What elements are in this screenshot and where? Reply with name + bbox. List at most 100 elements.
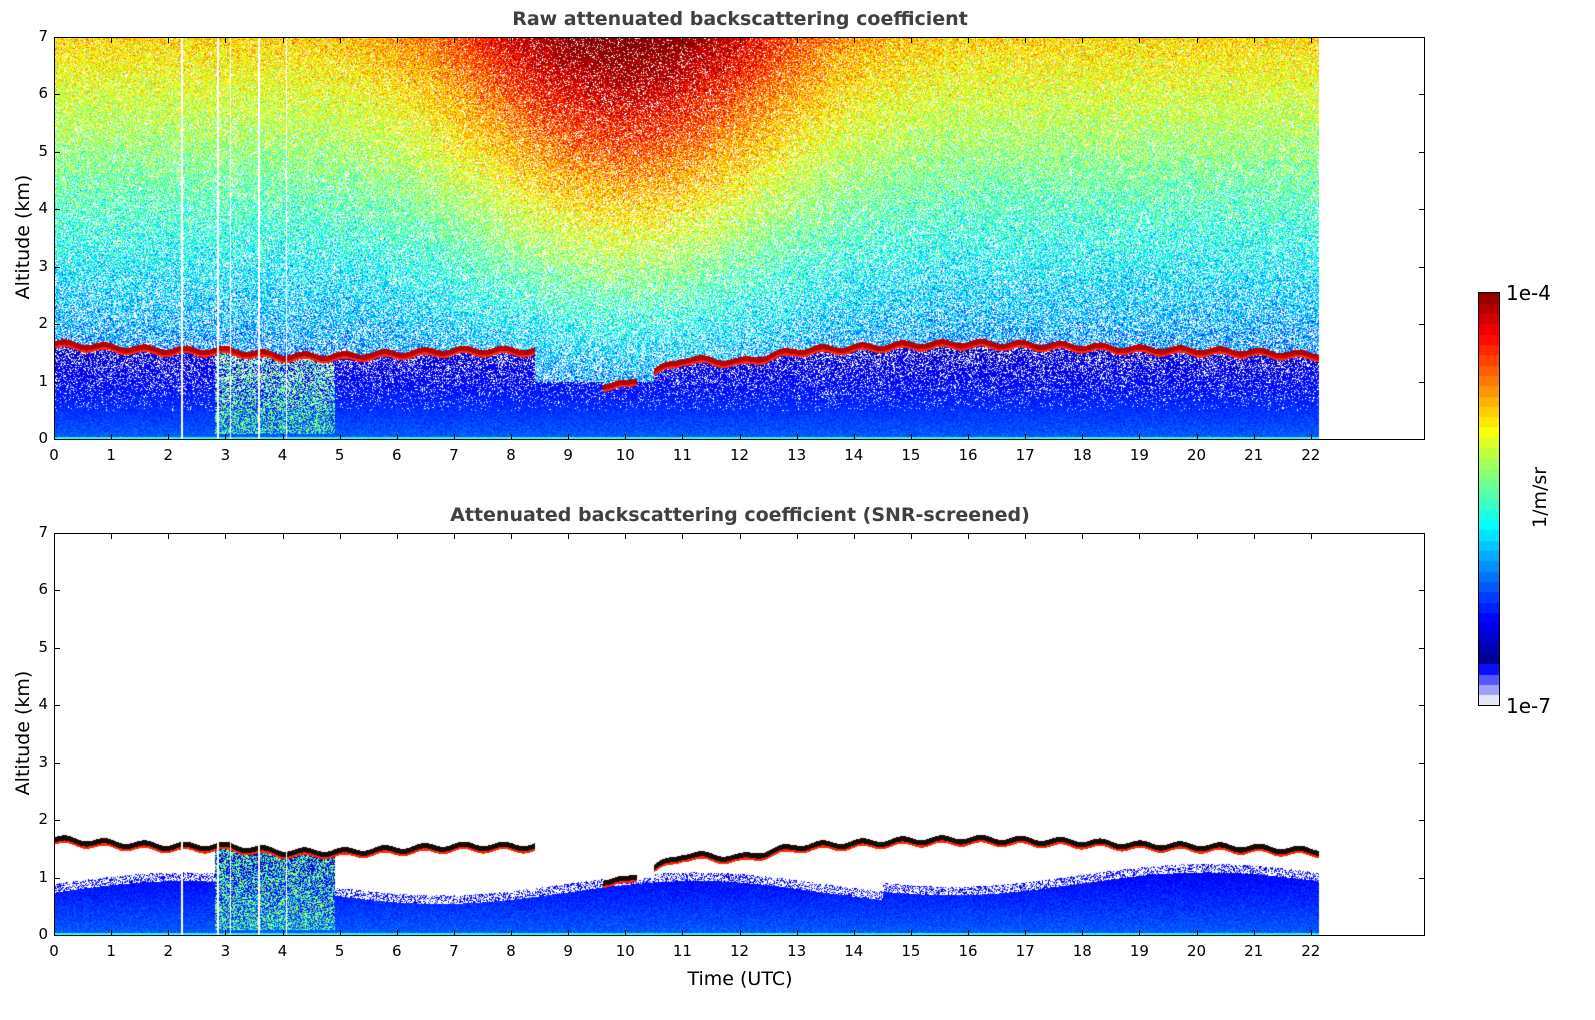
x-tick bbox=[910, 930, 912, 936]
x-tick-label: 15 bbox=[901, 446, 921, 464]
raw-backscatter-heatmap bbox=[55, 38, 1424, 439]
x-tick bbox=[54, 434, 55, 440]
x-tick bbox=[796, 37, 798, 43]
y-tick bbox=[1419, 324, 1425, 326]
snr-screened-heatmap bbox=[55, 534, 1424, 935]
colorbar-label: 1/m/sr bbox=[1529, 466, 1551, 528]
x-tick bbox=[339, 37, 341, 43]
x-tick bbox=[339, 434, 341, 440]
x-tick bbox=[339, 533, 341, 539]
x-tick bbox=[168, 434, 170, 440]
x-tick bbox=[282, 434, 284, 440]
x-tick bbox=[853, 434, 855, 440]
x-tick bbox=[853, 533, 855, 539]
x-tick bbox=[1196, 930, 1198, 936]
y-tick-label: 2 bbox=[38, 810, 48, 829]
x-tick-label: 11 bbox=[672, 942, 692, 960]
x-tick-label: 20 bbox=[1186, 942, 1207, 960]
x-tick-label: 16 bbox=[958, 446, 978, 464]
x-tick bbox=[625, 434, 627, 440]
x-tick bbox=[796, 533, 798, 539]
x-tick bbox=[1196, 533, 1198, 539]
x-tick-label: 20 bbox=[1186, 446, 1207, 464]
x-tick-label: 21 bbox=[1244, 942, 1264, 960]
x-tick bbox=[910, 434, 912, 440]
x-tick bbox=[968, 930, 969, 936]
x-tick bbox=[1025, 434, 1027, 440]
x-tick bbox=[910, 37, 912, 43]
x-tick bbox=[796, 930, 798, 936]
x-tick-label: 0 bbox=[49, 942, 59, 960]
x-tick bbox=[1082, 533, 1084, 539]
y-tick bbox=[1419, 762, 1425, 764]
bottom-y-axis-label: Altitude (km) bbox=[12, 670, 34, 796]
top-chart-title: Raw attenuated backscattering coefficien… bbox=[512, 8, 968, 30]
x-tick-label: 2 bbox=[163, 942, 174, 960]
x-tick bbox=[739, 533, 741, 539]
x-tick bbox=[968, 434, 969, 440]
x-tick bbox=[568, 930, 570, 936]
x-tick bbox=[1253, 930, 1255, 936]
x-tick-label: 8 bbox=[506, 446, 516, 464]
colorbar bbox=[1478, 292, 1500, 706]
x-tick-label: 2 bbox=[163, 446, 174, 464]
y-tick-label: 3 bbox=[38, 256, 48, 275]
x-tick-label: 6 bbox=[391, 942, 402, 960]
y-tick bbox=[54, 590, 60, 592]
y-tick bbox=[1419, 877, 1425, 879]
x-tick bbox=[910, 533, 912, 539]
x-tick bbox=[168, 37, 170, 43]
y-tick bbox=[1419, 209, 1425, 211]
x-tick bbox=[968, 37, 969, 43]
x-tick-label: 22 bbox=[1301, 446, 1321, 464]
x-tick-label: 17 bbox=[1015, 942, 1035, 960]
x-tick-label: 16 bbox=[958, 942, 978, 960]
x-tick-label: 10 bbox=[615, 446, 635, 464]
x-tick bbox=[1310, 434, 1312, 440]
x-tick bbox=[1025, 930, 1027, 936]
y-tick bbox=[1419, 381, 1425, 383]
y-tick-label: 7 bbox=[38, 523, 48, 541]
x-tick-label: 13 bbox=[787, 942, 807, 960]
x-tick bbox=[1139, 533, 1141, 539]
x-tick bbox=[1025, 37, 1027, 43]
x-tick bbox=[111, 434, 113, 440]
x-tick-label: 4 bbox=[277, 446, 288, 464]
x-tick bbox=[1139, 930, 1141, 936]
x-tick bbox=[625, 930, 627, 936]
y-tick bbox=[54, 266, 60, 268]
x-tick bbox=[1196, 37, 1198, 43]
snr-screened-plot bbox=[54, 533, 1425, 936]
y-tick-label: 3 bbox=[38, 752, 48, 771]
x-tick bbox=[625, 533, 627, 539]
x-tick-label: 14 bbox=[844, 446, 864, 464]
colorbar-gradient bbox=[1479, 293, 1499, 705]
x-tick bbox=[225, 434, 227, 440]
y-tick bbox=[54, 94, 60, 96]
x-tick bbox=[1082, 37, 1084, 43]
x-tick-label: 10 bbox=[615, 942, 635, 960]
x-tick bbox=[796, 434, 798, 440]
y-tick bbox=[1419, 266, 1425, 268]
x-tick bbox=[111, 37, 113, 43]
x-tick bbox=[225, 930, 227, 936]
x-tick bbox=[282, 533, 284, 539]
x-tick bbox=[282, 37, 284, 43]
y-tick-label: 5 bbox=[38, 141, 48, 160]
x-tick bbox=[739, 930, 741, 936]
x-tick-label: 14 bbox=[844, 942, 864, 960]
x-tick bbox=[339, 930, 341, 936]
x-tick-label: 18 bbox=[1072, 446, 1092, 464]
y-tick-label: 6 bbox=[38, 580, 48, 599]
x-tick-label: 3 bbox=[220, 942, 231, 960]
x-tick-label: 21 bbox=[1244, 446, 1264, 464]
x-tick bbox=[1253, 37, 1255, 43]
x-tick-label: 15 bbox=[901, 942, 921, 960]
x-tick bbox=[1253, 434, 1255, 440]
x-tick bbox=[1253, 533, 1255, 539]
y-tick-label: 0 bbox=[38, 925, 48, 943]
y-tick bbox=[54, 381, 60, 383]
y-tick bbox=[54, 877, 60, 879]
y-tick bbox=[54, 37, 60, 38]
y-tick bbox=[1419, 533, 1425, 534]
